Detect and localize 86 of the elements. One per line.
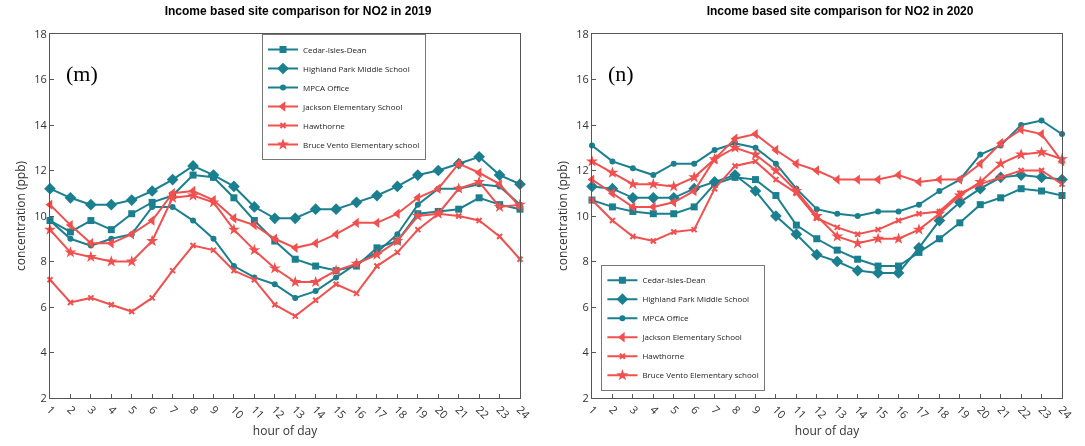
legend-label: MPCA Office <box>303 81 350 93</box>
x-axis-title: hour of day <box>252 422 319 440</box>
x-tick-label: 15 <box>872 402 892 422</box>
x-tick-label: 5 <box>125 402 141 418</box>
legend-label: Bruce Vento Elementary school <box>303 138 420 150</box>
x-tick-label: 15 <box>330 402 350 422</box>
y-tick-label: 10 <box>34 207 47 223</box>
y-tick-label: 14 <box>576 116 590 132</box>
y-tick-label: 8 <box>40 253 47 269</box>
x-tick-label: 6 <box>146 402 162 418</box>
x-tick-label: 20 <box>974 402 994 422</box>
x-tick-label: 4 <box>647 402 663 418</box>
y-tick-label: 18 <box>34 25 47 41</box>
legend-label: Hawthorne <box>642 350 685 362</box>
x-tick-label: 17 <box>370 402 391 422</box>
chart-title: Income based site comparison for NO2 in 2019 <box>164 4 432 19</box>
y-tick-label: 14 <box>34 116 48 132</box>
x-tick-label: 22 <box>1015 402 1035 422</box>
y-tick-label: 4 <box>582 344 590 360</box>
x-tick-label: 18 <box>391 402 411 422</box>
x-tick-label: 9 <box>749 402 765 418</box>
legend-label: Highland Park Middle School <box>642 293 750 305</box>
legend-label: Highland Park Middle School <box>303 62 410 74</box>
x-tick-label: 16 <box>350 402 371 422</box>
legend-label: Jackson Elementary School <box>641 331 742 343</box>
x-tick-label: 11 <box>248 402 268 422</box>
x-tick-label: 8 <box>187 402 203 418</box>
x-tick-label: 6 <box>688 402 704 418</box>
y-tick-label: 4 <box>40 344 48 360</box>
y-tick-label: 6 <box>582 298 589 314</box>
x-tick-label: 13 <box>831 402 851 422</box>
x-tick-label: 16 <box>892 402 913 422</box>
x-tick-label: 2 <box>606 402 622 418</box>
x-tick-label: 2 <box>64 402 80 418</box>
annotation: (n) <box>608 61 634 86</box>
y-tick-label: 2 <box>582 389 589 405</box>
x-axis-title: hour of day <box>794 422 861 440</box>
legend-label: MPCA Office <box>642 312 690 324</box>
x-tick-label: 20 <box>432 402 452 422</box>
x-tick-label: 13 <box>289 402 309 422</box>
y-tick-label: 18 <box>576 25 589 41</box>
y-axis-title: concentration (ppb) <box>553 160 571 272</box>
legend-label: Jackson Elementary School <box>302 100 403 112</box>
x-tick-label: 12 <box>268 402 289 422</box>
x-tick-label: 11 <box>790 402 810 422</box>
annotation: (m) <box>66 61 98 86</box>
x-tick-label: 24 <box>1055 402 1076 423</box>
x-tick-label: 24 <box>513 402 534 423</box>
x-tick-label: 3 <box>84 402 100 418</box>
x-tick-label: 3 <box>626 402 642 418</box>
y-tick-label: 10 <box>576 207 589 223</box>
legend-label: Hawthorne <box>303 119 346 131</box>
y-tick-label: 16 <box>34 71 47 87</box>
x-tick-label: 8 <box>729 402 745 418</box>
y-tick-label: 2 <box>40 389 47 405</box>
legend-label: Cedar-Isles-Dean <box>303 43 367 55</box>
x-tick-label: 12 <box>810 402 831 422</box>
x-tick-label: 1 <box>43 402 60 418</box>
x-tick-label: 22 <box>473 402 493 422</box>
x-tick-label: 19 <box>953 402 974 422</box>
x-tick-label: 5 <box>667 402 683 418</box>
x-tick-label: 7 <box>166 402 182 418</box>
legend-label: Bruce Vento Elementary school <box>642 369 759 381</box>
x-tick-label: 19 <box>411 402 432 422</box>
chart-title: Income based site comparison for NO2 in 2020 <box>706 4 974 19</box>
x-tick-label: 14 <box>309 402 330 423</box>
x-tick-label: 10 <box>769 402 790 422</box>
y-tick-label: 6 <box>40 298 47 314</box>
x-tick-label: 21 <box>994 402 1015 422</box>
x-tick-label: 7 <box>708 402 724 418</box>
y-tick-label: 16 <box>576 71 589 87</box>
y-tick-label: 12 <box>34 162 47 178</box>
x-tick-label: 23 <box>493 402 514 422</box>
x-tick-label: 17 <box>912 402 933 422</box>
x-tick-label: 10 <box>227 402 248 422</box>
y-axis-title: concentration (ppb) <box>11 160 29 272</box>
x-tick-label: 21 <box>452 402 473 422</box>
x-tick-label: 18 <box>933 402 953 422</box>
x-tick-label: 23 <box>1035 402 1056 422</box>
x-tick-label: 9 <box>207 402 223 418</box>
y-tick-label: 8 <box>582 253 589 269</box>
y-tick-label: 12 <box>576 162 589 178</box>
legend-label: Cedar-Isles-Dean <box>642 274 706 286</box>
x-tick-label: 1 <box>585 402 602 418</box>
x-tick-label: 14 <box>851 402 872 423</box>
x-tick-label: 4 <box>105 402 121 418</box>
